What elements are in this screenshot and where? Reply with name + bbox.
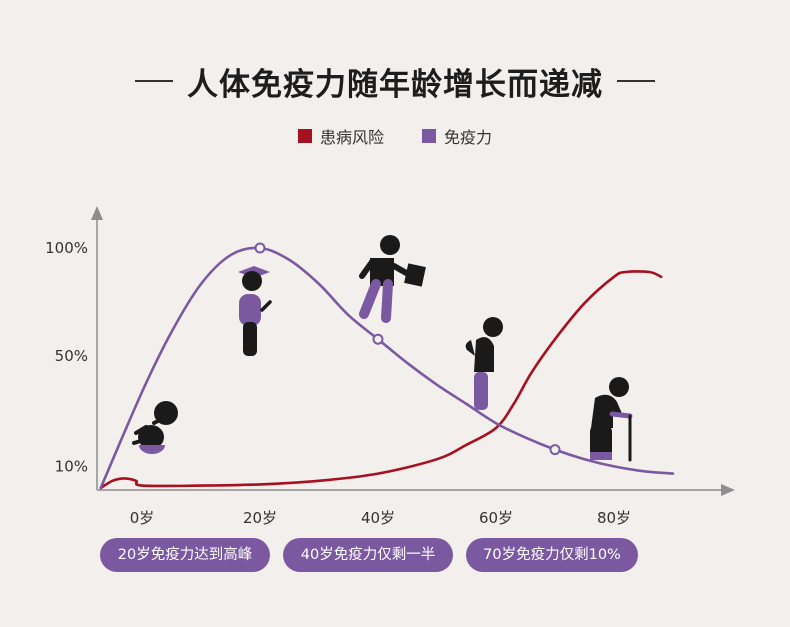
x-tick-label: 80岁 bbox=[597, 509, 631, 527]
x-axis-arrow bbox=[721, 484, 735, 496]
immunity-marker bbox=[549, 444, 561, 456]
chart-title: 人体免疫力随年龄增长而递减 bbox=[187, 66, 603, 103]
legend-label-immunity: 免疫力 bbox=[444, 128, 493, 147]
baby-icon bbox=[132, 401, 178, 454]
title-right-rule bbox=[617, 80, 655, 82]
y-axis-arrow bbox=[91, 206, 103, 220]
x-tick-label: 0岁 bbox=[130, 509, 155, 527]
x-tick-label: 40岁 bbox=[361, 509, 395, 527]
annotation-ten-percent: 70岁免疫力仅剩10% bbox=[466, 538, 638, 572]
y-tick-label: 100% bbox=[45, 239, 88, 257]
adult-running-icon bbox=[359, 235, 426, 323]
y-tick-label: 10% bbox=[55, 457, 88, 475]
annotation-half: 40岁免疫力仅剩一半 bbox=[283, 538, 453, 572]
annotation-peak: 20岁免疫力达到高峰 bbox=[100, 538, 270, 572]
x-tick-label: 60岁 bbox=[479, 509, 513, 527]
title-row: 人体免疫力随年龄增长而递减 bbox=[0, 56, 790, 106]
immunity-marker bbox=[372, 333, 384, 345]
elderly-cane-icon bbox=[590, 377, 633, 462]
immunity-marker bbox=[254, 242, 266, 254]
y-tick-label: 50% bbox=[55, 347, 88, 365]
legend-swatch-immunity bbox=[422, 129, 436, 143]
annotation-pills: 20岁免疫力达到高峰 40岁免疫力仅剩一半 70岁免疫力仅剩10% bbox=[0, 538, 790, 574]
graduate-icon bbox=[238, 266, 272, 356]
legend-item-immunity: 免疫力 bbox=[422, 124, 492, 148]
chart-legend: 患病风险 免疫力 bbox=[0, 124, 790, 148]
title-left-rule bbox=[135, 80, 173, 82]
series-line-immunity bbox=[99, 246, 675, 490]
legend-label-risk: 患病风险 bbox=[319, 128, 384, 147]
legend-item-risk: 患病风险 bbox=[297, 124, 384, 148]
series-line-risk bbox=[99, 270, 663, 490]
hunched-senior-icon bbox=[465, 317, 503, 410]
legend-swatch-risk bbox=[297, 129, 312, 143]
x-tick-label: 20岁 bbox=[243, 509, 277, 527]
